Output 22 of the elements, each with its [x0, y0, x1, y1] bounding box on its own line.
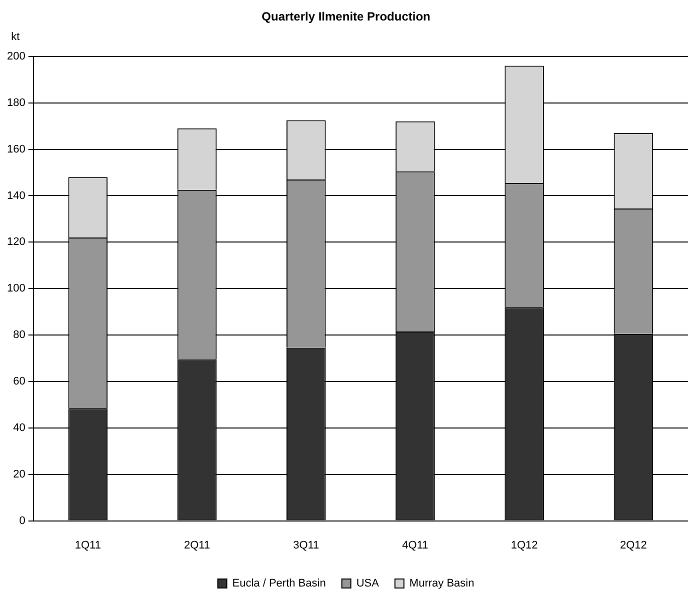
- y-tick-label: 20: [13, 468, 26, 480]
- y-tick-label: 180: [6, 96, 26, 109]
- x-tick-label: 1Q12: [510, 539, 538, 552]
- y-axis-title: kt: [11, 30, 20, 43]
- x-tick-label: 1Q11: [74, 539, 101, 552]
- legend-label: Eucla / Perth Basin: [232, 578, 326, 590]
- y-tick-label: 60: [13, 376, 26, 388]
- x-tick-label: 2Q11: [184, 539, 210, 552]
- y-tick-label: 100: [6, 282, 26, 295]
- x-tick-label: 2Q12: [620, 539, 647, 552]
- y-tick-label: 140: [6, 190, 26, 202]
- y-tick-label: 40: [13, 422, 26, 434]
- y-tick-label: 200: [6, 50, 26, 62]
- legend-label: USA: [356, 578, 380, 590]
- legend-label: Murray Basin: [409, 578, 474, 590]
- y-tick-label: 0: [19, 514, 26, 527]
- y-tick-label: 160: [6, 143, 26, 156]
- x-tick-label: 3Q11: [293, 539, 320, 552]
- chart-title: Quarterly Ilmenite Production: [262, 10, 430, 24]
- x-tick-label: 4Q11: [402, 539, 428, 552]
- y-tick-label: 120: [6, 236, 26, 248]
- y-tick-label: 80: [13, 329, 26, 342]
